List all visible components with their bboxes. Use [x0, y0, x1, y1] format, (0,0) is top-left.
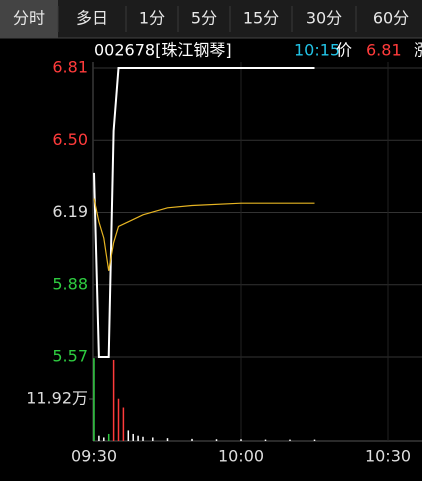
- y-tick-label: 5.88: [52, 274, 88, 293]
- volume-bar: [122, 407, 125, 441]
- tab-selected-bg: [0, 0, 58, 38]
- tab[interactable]: 5分: [191, 9, 217, 28]
- quote-price: 6.81: [366, 41, 402, 60]
- quote-time: 10:15: [294, 41, 340, 60]
- average-line: [93, 198, 315, 271]
- volume-bar: [142, 436, 144, 441]
- volume-bar: [215, 439, 218, 441]
- tab[interactable]: 多日: [76, 9, 108, 28]
- y-tick-label: 6.81: [52, 58, 88, 77]
- volume-tick-label: 11.92万: [26, 389, 88, 408]
- volume-bar: [107, 433, 110, 441]
- y-tick-label: 6.19: [52, 202, 88, 221]
- x-tick-label: 10:30: [365, 447, 411, 466]
- plot: 6.81 6.50 6.19 5.88 5.57 11.92万 09:30 10:00 10:3…: [26, 58, 422, 466]
- change-label: 涨: [414, 41, 422, 60]
- volume-bar: [166, 438, 169, 441]
- tab[interactable]: 分时: [13, 9, 45, 28]
- tab-bar: [0, 0, 422, 38]
- price-line: [93, 67, 315, 358]
- y-tick-label: 5.57: [52, 347, 88, 366]
- tab[interactable]: 1分: [139, 9, 165, 28]
- volume-bar: [289, 439, 291, 441]
- tab[interactable]: 30分: [306, 9, 342, 28]
- y-tick-label: 6.50: [52, 130, 88, 149]
- price-label: 价: [336, 41, 352, 60]
- volume-bar: [137, 435, 139, 441]
- stock-code: 002678[珠江钢琴]: [94, 41, 232, 60]
- volume-bar: [191, 438, 193, 441]
- volume-bar: [240, 439, 242, 441]
- volume-bar: [93, 358, 95, 441]
- volume-bar: [127, 430, 130, 441]
- volume-bar: [132, 433, 134, 441]
- volume-bar: [152, 437, 154, 441]
- volume-bar: [103, 437, 105, 441]
- tab[interactable]: 15分: [243, 9, 279, 28]
- tab[interactable]: 60分: [373, 9, 409, 28]
- x-tick-label: 09:30: [71, 447, 117, 466]
- volume-bar: [264, 439, 267, 441]
- volume-bar: [117, 398, 120, 441]
- tabs: 分时 多日 1分 5分 15分 30分 60分: [0, 0, 409, 38]
- volume-bar: [313, 439, 316, 441]
- x-tick-label: 10:00: [218, 447, 264, 466]
- volume-bar: [112, 359, 115, 441]
- volume-bar: [98, 435, 100, 441]
